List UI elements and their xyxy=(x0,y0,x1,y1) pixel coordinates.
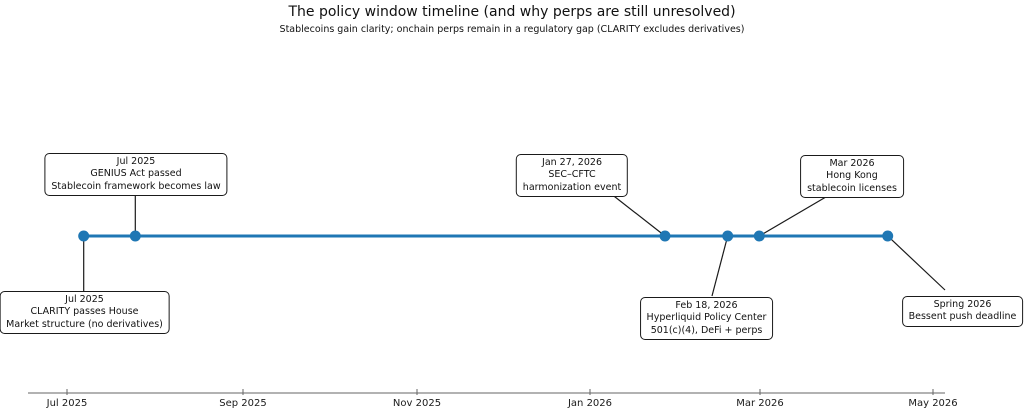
timeline-dot xyxy=(722,230,734,242)
axis-tick-label: Mar 2026 xyxy=(736,398,784,409)
timeline-event-box: Feb 18, 2026 Hyperliquid Policy Center 501… xyxy=(639,297,774,341)
timeline-event-box: Jul 2025 GENIUS Act passed Stablecoin fram… xyxy=(44,153,228,197)
event-connector xyxy=(758,193,832,237)
timeline-event-box: Mar 2026 Hong Kong stablecoin licenses xyxy=(800,155,904,199)
timeline-event-box: Jul 2025 CLARITY passes House Market struc… xyxy=(0,291,170,335)
event-box-line: CLARITY passes House xyxy=(30,306,139,318)
event-box-line: Feb 18, 2026 xyxy=(675,300,738,311)
timeline-dot xyxy=(129,230,141,242)
event-box-line: Market structure (no derivatives) xyxy=(6,318,163,330)
timeline-dot xyxy=(659,230,671,242)
event-box-line: Mar 2026 xyxy=(829,158,875,169)
event-box-line: GENIUS Act passed xyxy=(90,168,182,180)
axis-tick-label: Nov 2025 xyxy=(392,398,442,409)
timeline-event-box: Spring 2026 Bessent push deadline xyxy=(901,296,1024,327)
event-connector xyxy=(609,192,666,237)
event-box-line: Jul 2025 xyxy=(65,294,104,305)
event-box-line: Hong Kong xyxy=(826,170,878,182)
event-box-line: stablecoin licenses xyxy=(807,182,897,194)
event-box-line: Jul 2025 xyxy=(116,156,156,167)
event-box-line: Hyperliquid Policy Center xyxy=(646,312,767,324)
event-connector xyxy=(711,235,729,297)
axis-tick-label: Jul 2025 xyxy=(46,398,88,409)
timeline-dot xyxy=(78,230,90,242)
event-box-line: Bessent push deadline xyxy=(908,311,1017,323)
timeline-dot xyxy=(882,230,894,242)
chart-title: The policy window timeline (and why perp… xyxy=(288,4,736,20)
event-box-line: Spring 2026 xyxy=(933,299,992,310)
timeline-event-box: Jan 27, 2026 SEC–CFTC harmonization event xyxy=(515,154,629,198)
event-box-line: 501(c)(4), DeFi + perps xyxy=(650,324,763,336)
axis-tick-label: Sep 2025 xyxy=(219,398,267,409)
event-connector xyxy=(887,235,946,291)
timeline-dot xyxy=(753,230,765,242)
chart-subtitle: Stablecoins gain clarity; onchain perps … xyxy=(279,24,745,35)
event-box-line: Stablecoin framework becomes law xyxy=(51,180,221,192)
event-box-line: Jan 27, 2026 xyxy=(542,157,602,168)
event-box-line: harmonization event xyxy=(522,181,622,193)
axis-tick-label: May 2026 xyxy=(908,398,958,409)
event-box-line: SEC–CFTC xyxy=(548,169,596,181)
axis-tick-label: Jan 2026 xyxy=(567,398,613,409)
